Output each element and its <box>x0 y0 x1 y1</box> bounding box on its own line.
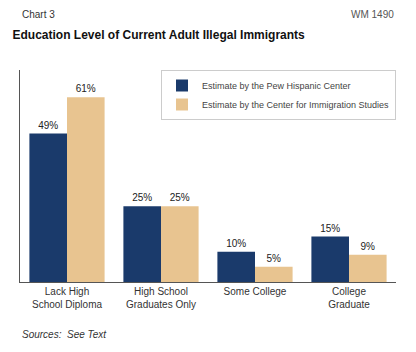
svg-text:10%: 10% <box>226 238 246 249</box>
svg-text:Sources: See Text: Sources: See Text <box>22 329 107 340</box>
svg-text:61%: 61% <box>76 83 96 94</box>
svg-text:25%: 25% <box>170 192 190 203</box>
svg-text:Some College: Some College <box>224 286 287 297</box>
svg-text:Chart 3: Chart 3 <box>22 9 55 20</box>
svg-text:High SchoolGraduates Only: High SchoolGraduates Only <box>126 286 196 310</box>
svg-text:Estimate by the Center for Imm: Estimate by the Center for Immigration S… <box>202 100 389 110</box>
svg-text:15%: 15% <box>320 223 340 234</box>
svg-text:WM 1490: WM 1490 <box>351 9 394 20</box>
svg-text:CollegeGraduate: CollegeGraduate <box>328 286 370 310</box>
svg-text:9%: 9% <box>361 241 376 252</box>
svg-text:Education Level of Current Adu: Education Level of Current Adult Illegal… <box>12 28 305 42</box>
svg-text:25%: 25% <box>132 192 152 203</box>
svg-text:Estimate by the Pew Hispanic C: Estimate by the Pew Hispanic Center <box>202 81 351 91</box>
svg-text:49%: 49% <box>38 120 58 131</box>
svg-text:5%: 5% <box>267 253 282 264</box>
svg-text:Lack HighSchool Diploma: Lack HighSchool Diploma <box>32 286 102 310</box>
